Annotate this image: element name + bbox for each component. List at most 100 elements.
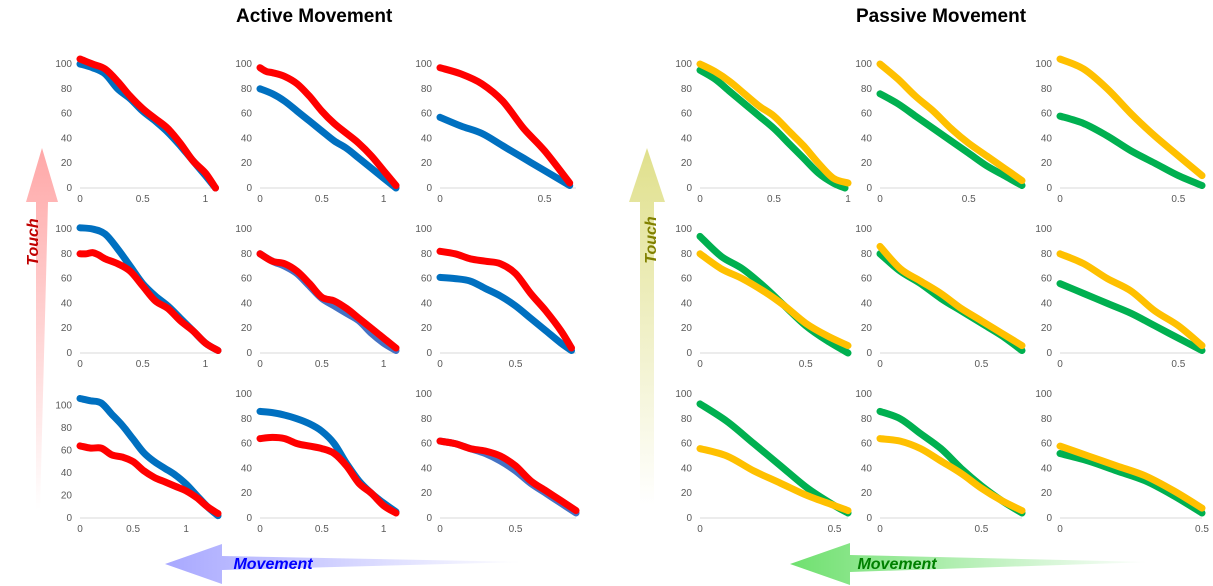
chart-6: 0 20 40 60 80 100 0 0.5 1	[55, 395, 222, 535]
y-tick-label: 60	[681, 274, 693, 285]
y-tick-label: 40	[61, 133, 73, 144]
y-tick-label: 40	[241, 298, 253, 309]
y-tick-label: 80	[1041, 414, 1053, 425]
y-tick-label: 60	[861, 109, 873, 120]
x-tick-label: 0.5	[974, 359, 988, 370]
chart-1: 0 20 40 60 80 100 0 0.5 1	[235, 59, 400, 205]
y-tick-label: 0	[66, 183, 72, 194]
y-tick-label: 100	[235, 224, 252, 235]
y-tick-label: 0	[686, 348, 692, 359]
y-tick-label: 0	[686, 183, 692, 194]
y-tick-label: 40	[1041, 463, 1053, 474]
series-line-1	[436, 437, 580, 515]
y-tick-label: 40	[861, 298, 873, 309]
x-tick-label: 0	[697, 359, 703, 370]
y-tick-label: 60	[421, 109, 433, 120]
y-tick-label: 20	[61, 158, 73, 169]
y-tick-label: 100	[675, 224, 692, 235]
y-tick-label: 0	[686, 513, 692, 524]
y-tick-label: 40	[421, 133, 433, 144]
x-tick-label: 1	[203, 194, 209, 205]
x-tick-label: 0.5	[315, 194, 329, 205]
x-tick-label: 0	[257, 194, 263, 205]
y-tick-label: 80	[241, 414, 253, 425]
y-tick-label: 60	[861, 439, 873, 450]
y-tick-label: 100	[1035, 389, 1052, 400]
series-line-1	[256, 433, 400, 517]
x-tick-label: 0.5	[315, 359, 329, 370]
series-line-0	[256, 85, 400, 192]
y-tick-label: 60	[61, 274, 73, 285]
series-line-0	[1056, 280, 1206, 354]
x-tick-label: 1	[183, 524, 189, 535]
y-tick-label: 0	[1046, 183, 1052, 194]
chart-4: 0 20 40 60 80 100 0 0.5 1	[235, 224, 400, 370]
y-tick-label: 40	[61, 468, 73, 479]
y-tick-label: 0	[426, 183, 432, 194]
series-line-0	[1056, 112, 1206, 189]
x-tick-label: 0.5	[126, 524, 140, 535]
x-tick-label: 0	[77, 359, 83, 370]
passive-movement-title: Passive Movement	[856, 6, 1027, 27]
y-tick-label: 80	[1041, 84, 1053, 95]
x-tick-label: 0	[77, 524, 83, 535]
y-tick-label: 80	[681, 84, 693, 95]
series-line-1	[436, 247, 575, 352]
y-tick-label: 0	[426, 348, 432, 359]
chart-10: 0 20 40 60 80 100 0 0.5	[855, 59, 1026, 205]
y-tick-label: 60	[681, 109, 693, 120]
y-tick-label: 20	[1041, 158, 1053, 169]
y-tick-label: 60	[421, 274, 433, 285]
series-line-1	[696, 250, 852, 350]
x-tick-label: 0.5	[538, 194, 552, 205]
series-line-1	[76, 249, 222, 354]
x-tick-label: 0	[697, 194, 703, 205]
x-tick-label: 1	[381, 524, 387, 535]
y-tick-label: 0	[66, 513, 72, 524]
x-tick-label: 0	[1057, 359, 1063, 370]
y-tick-label: 40	[241, 133, 253, 144]
series-line-1	[256, 250, 400, 352]
series-line-0	[76, 60, 219, 192]
movement-arrow-passive: Movement	[790, 543, 1150, 585]
y-tick-label: 100	[235, 59, 252, 70]
y-tick-label: 80	[421, 84, 433, 95]
y-tick-label: 20	[241, 323, 253, 334]
chart-13: 0 20 40 60 80 100 0 0.5	[855, 224, 1026, 370]
chart-3: 0 20 40 60 80 100 0 0.5 1	[55, 224, 222, 370]
x-tick-label: 0.5	[974, 524, 988, 535]
y-tick-label: 60	[61, 109, 73, 120]
x-tick-label: 0	[877, 359, 883, 370]
y-tick-label: 0	[1046, 513, 1052, 524]
y-tick-label: 40	[241, 463, 253, 474]
series-line-1	[696, 60, 852, 187]
series-line-1	[256, 64, 400, 189]
series-line-1	[1056, 442, 1206, 512]
y-tick-label: 60	[1041, 274, 1053, 285]
y-tick-label: 80	[421, 414, 433, 425]
chart-14: 0 20 40 60 80 100 0 0.5	[1035, 224, 1206, 370]
y-tick-label: 100	[855, 389, 872, 400]
y-tick-label: 100	[235, 389, 252, 400]
y-tick-label: 0	[246, 183, 252, 194]
y-tick-label: 100	[1035, 59, 1052, 70]
y-tick-label: 80	[861, 84, 873, 95]
series-line-0	[696, 400, 852, 517]
y-tick-label: 20	[681, 158, 693, 169]
y-tick-label: 0	[66, 348, 72, 359]
x-tick-label: 0.5	[136, 194, 150, 205]
y-tick-label: 0	[1046, 348, 1052, 359]
y-tick-label: 20	[1041, 323, 1053, 334]
x-tick-label: 0	[437, 524, 443, 535]
x-tick-label: 0	[877, 194, 883, 205]
y-tick-label: 40	[1041, 298, 1053, 309]
chart-7: 0 20 40 60 80 100 0 0.5 1	[235, 389, 400, 535]
series-line-0	[436, 113, 574, 189]
y-tick-label: 20	[421, 488, 433, 499]
y-tick-label: 0	[246, 513, 252, 524]
y-tick-label: 80	[681, 414, 693, 425]
y-tick-label: 0	[426, 513, 432, 524]
x-tick-label: 0	[697, 524, 703, 535]
x-tick-label: 0.5	[962, 194, 976, 205]
chart-2: 0 20 40 60 80 100 0 0.5	[415, 59, 576, 205]
